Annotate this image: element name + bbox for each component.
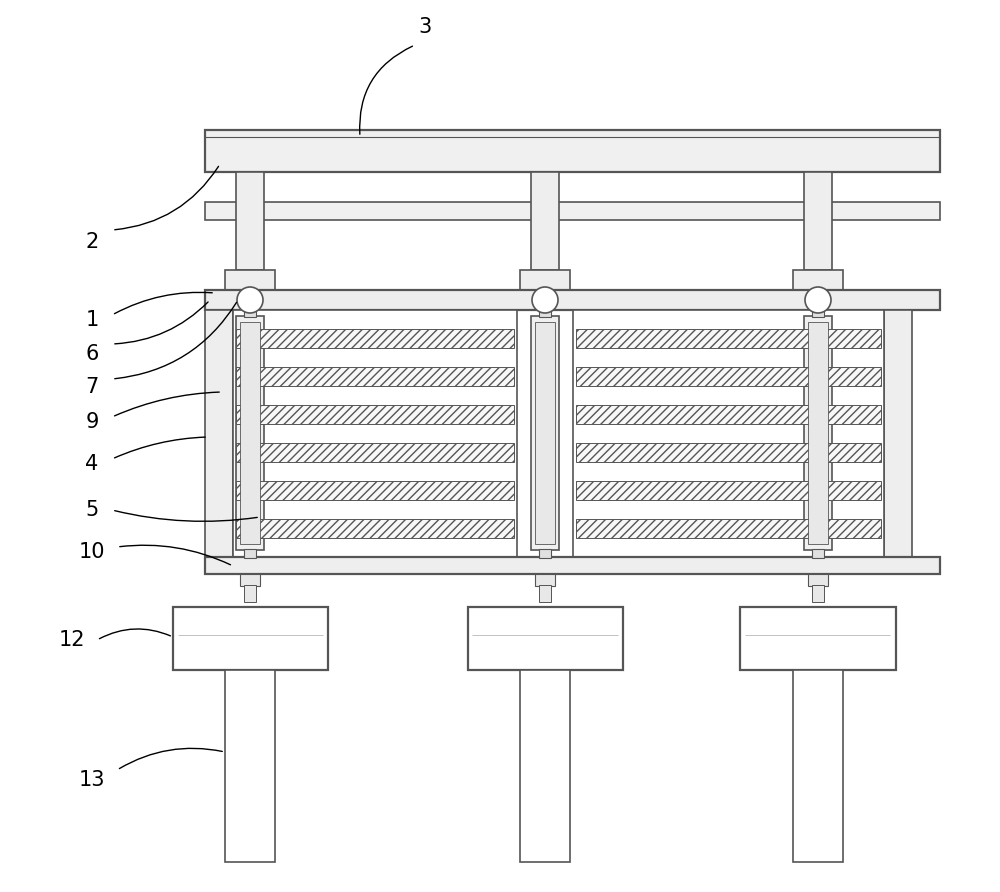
Bar [808, 574, 828, 586]
Bar [236, 316, 264, 550]
Bar [808, 322, 828, 544]
Bar [520, 670, 570, 862]
Bar [225, 670, 275, 862]
Bar [244, 308, 256, 317]
Bar [205, 557, 940, 574]
Text: 3: 3 [418, 17, 432, 37]
Circle shape [805, 287, 831, 313]
Bar [468, 607, 622, 670]
Bar [539, 549, 551, 558]
Bar [236, 442, 514, 462]
Bar [740, 607, 896, 670]
Text: 5: 5 [85, 500, 99, 520]
Bar [804, 316, 832, 550]
Bar [205, 130, 940, 172]
Bar [205, 310, 233, 574]
Bar [576, 519, 881, 539]
Bar [539, 308, 551, 317]
Bar [236, 405, 514, 425]
Bar [244, 549, 256, 558]
Circle shape [532, 287, 558, 313]
Text: 7: 7 [85, 377, 99, 397]
Bar [173, 607, 328, 670]
Bar [576, 481, 881, 500]
Text: 4: 4 [85, 454, 99, 474]
Bar [205, 202, 940, 220]
Bar [812, 549, 824, 558]
Bar [576, 405, 881, 425]
Bar [236, 172, 264, 270]
Text: 13: 13 [79, 770, 105, 790]
Bar [531, 172, 559, 270]
Bar [576, 328, 881, 348]
Bar [244, 585, 256, 602]
Bar [236, 481, 514, 500]
Bar [576, 367, 881, 386]
Bar [539, 585, 551, 602]
Bar [531, 316, 559, 550]
Text: 10: 10 [79, 542, 105, 562]
Bar [236, 328, 514, 348]
Bar [236, 367, 514, 386]
Bar [576, 442, 881, 462]
Bar [812, 308, 824, 317]
Text: 9: 9 [85, 412, 99, 432]
Bar [205, 290, 940, 310]
Bar [793, 270, 843, 290]
Bar [535, 322, 555, 544]
Bar [812, 585, 824, 602]
Bar [240, 322, 260, 544]
Bar [236, 519, 514, 539]
Text: 1: 1 [85, 310, 99, 330]
Bar [233, 310, 517, 557]
Bar [535, 574, 555, 586]
Bar [573, 310, 884, 557]
Bar [520, 270, 570, 290]
Bar [240, 574, 260, 586]
Text: 12: 12 [59, 630, 85, 650]
Circle shape [237, 287, 263, 313]
Bar [225, 270, 275, 290]
Text: 6: 6 [85, 344, 99, 364]
Text: 2: 2 [85, 232, 99, 252]
Bar [884, 310, 912, 574]
Bar [804, 172, 832, 270]
Bar [793, 670, 843, 862]
